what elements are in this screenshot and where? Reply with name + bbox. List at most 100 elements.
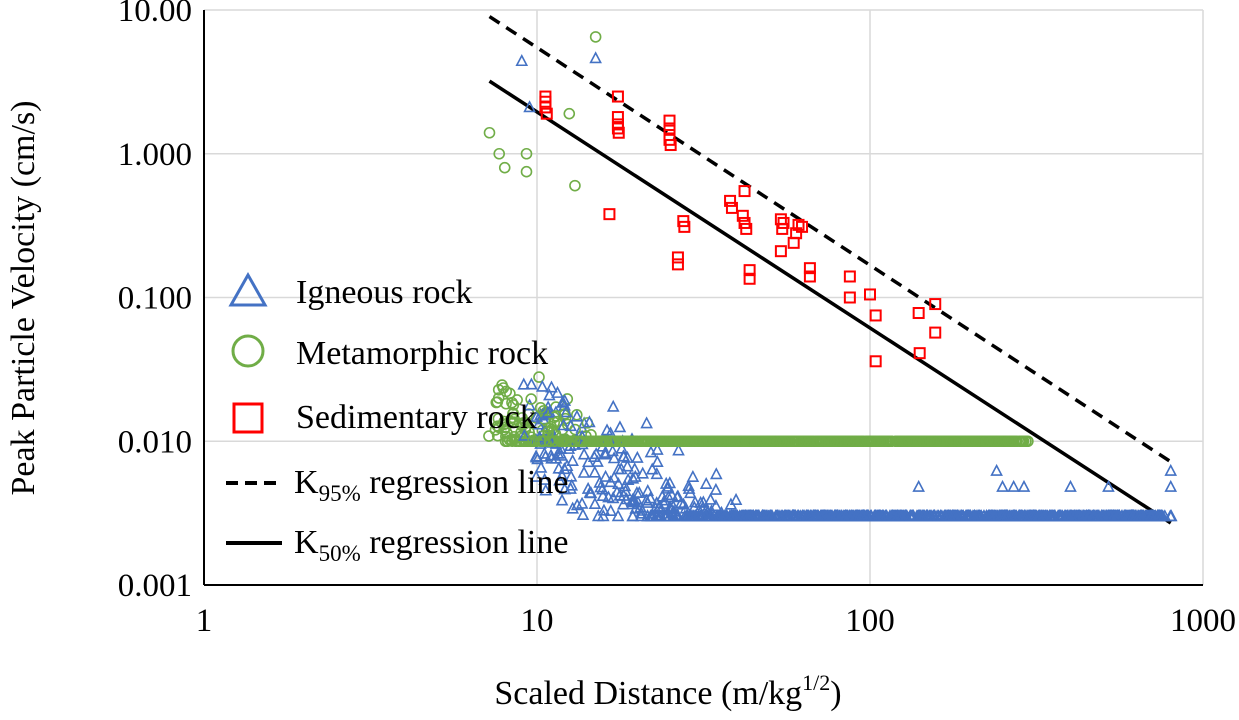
igneous-point <box>862 509 875 522</box>
sedimentary-point <box>787 236 800 249</box>
metamorphic-point <box>668 435 680 448</box>
igneous-point <box>855 509 869 522</box>
metamorphic-point <box>710 435 722 448</box>
igneous-point <box>677 497 690 510</box>
igneous-point <box>948 509 961 522</box>
igneous-point <box>640 416 653 429</box>
metamorphic-point <box>759 435 772 448</box>
metamorphic-point <box>560 435 573 448</box>
igneous-point <box>709 482 723 495</box>
igneous-point <box>589 51 602 64</box>
igneous-point <box>532 417 545 430</box>
igneous-point <box>973 509 987 522</box>
igneous-point <box>1064 479 1077 492</box>
igneous-point <box>559 405 573 418</box>
igneous-point <box>591 509 605 522</box>
metamorphic-point <box>798 435 811 448</box>
x-axis-title: Scaled Distance (m/kg1/2) <box>494 670 841 712</box>
igneous-point <box>606 444 619 457</box>
igneous-point <box>1134 509 1148 522</box>
metamorphic-point <box>827 435 839 448</box>
k95-regression-line <box>488 15 1172 464</box>
igneous-point <box>1087 509 1100 522</box>
igneous-point <box>1017 509 1031 522</box>
igneous-point <box>682 479 695 492</box>
metamorphic-point <box>600 435 613 448</box>
igneous-point <box>1104 509 1117 522</box>
metamorphic-point <box>784 435 796 448</box>
legend-k50-label: K50% regression line <box>294 524 568 566</box>
igneous-point <box>831 509 845 522</box>
sedimentary-point <box>864 288 876 301</box>
metamorphic-point <box>867 435 880 448</box>
x-axis-title-close: ) <box>830 675 841 712</box>
igneous-point <box>529 469 543 482</box>
igneous-point <box>907 509 920 522</box>
legend-igneous-label: Igneous rock <box>296 274 473 311</box>
igneous-point <box>771 509 785 522</box>
igneous-point <box>577 465 591 478</box>
k50-regression-line <box>488 79 1172 525</box>
igneous-point <box>651 454 664 467</box>
igneous-point <box>588 465 602 478</box>
metamorphic-point <box>685 435 698 448</box>
metamorphic-point <box>493 421 505 434</box>
sedimentary-point <box>736 209 749 222</box>
sedimentary-point <box>671 251 684 264</box>
igneous-point <box>990 463 1003 476</box>
igneous-point <box>912 479 925 492</box>
igneous-point <box>644 491 657 504</box>
igneous-point <box>818 509 832 522</box>
x-tick-label: 1000 <box>1170 603 1236 639</box>
igneous-point <box>564 469 578 482</box>
igneous-point <box>523 398 536 411</box>
igneous-point <box>587 449 601 462</box>
igneous-point <box>617 449 630 462</box>
igneous-point <box>983 509 997 522</box>
metamorphic-point <box>714 435 726 448</box>
sedimentary-point <box>743 264 756 277</box>
igneous-point <box>640 493 653 506</box>
legend: Igneous rock Metamorphic rock Sedimentar… <box>226 271 568 566</box>
metamorphic-point <box>533 371 545 383</box>
metamorphic-point <box>508 431 520 443</box>
igneous-point <box>914 509 928 522</box>
igneous-point <box>869 509 882 522</box>
igneous-point <box>566 453 579 466</box>
igneous-point <box>709 467 723 480</box>
igneous-point <box>804 509 818 522</box>
igneous-point <box>1017 479 1031 492</box>
sedimentary-point <box>612 126 625 139</box>
legend-metamorphic-marker <box>231 334 265 368</box>
igneous-point <box>645 462 659 475</box>
igneous-point <box>614 462 628 475</box>
metamorphic-point <box>607 435 620 448</box>
metamorphic-point <box>520 165 533 178</box>
metamorphic-point <box>980 435 992 448</box>
igneous-point <box>555 448 568 461</box>
metamorphic-point <box>506 411 519 424</box>
metamorphic-point <box>589 31 602 43</box>
igneous-point <box>606 491 620 504</box>
igneous-point <box>534 460 548 473</box>
metamorphic-point <box>563 107 576 120</box>
igneous-point <box>545 380 558 393</box>
metamorphic-point <box>705 435 718 448</box>
igneous-point <box>613 420 627 433</box>
igneous-point <box>629 501 643 514</box>
igneous-point <box>631 450 644 463</box>
y-tick-label: 10.00 <box>118 0 192 29</box>
x-tick-label: 10 <box>521 603 554 639</box>
metamorphic-point <box>527 434 540 447</box>
igneous-point <box>600 423 614 436</box>
igneous-point <box>555 493 569 506</box>
igneous-point <box>539 483 553 496</box>
igneous-point <box>738 509 752 522</box>
legend-igneous-marker <box>228 271 268 307</box>
metamorphic-point <box>500 397 512 410</box>
sedimentary-point <box>664 139 677 152</box>
igneous-point <box>704 492 717 505</box>
metamorphic-point <box>644 435 657 448</box>
metamorphic-point <box>1010 435 1023 448</box>
